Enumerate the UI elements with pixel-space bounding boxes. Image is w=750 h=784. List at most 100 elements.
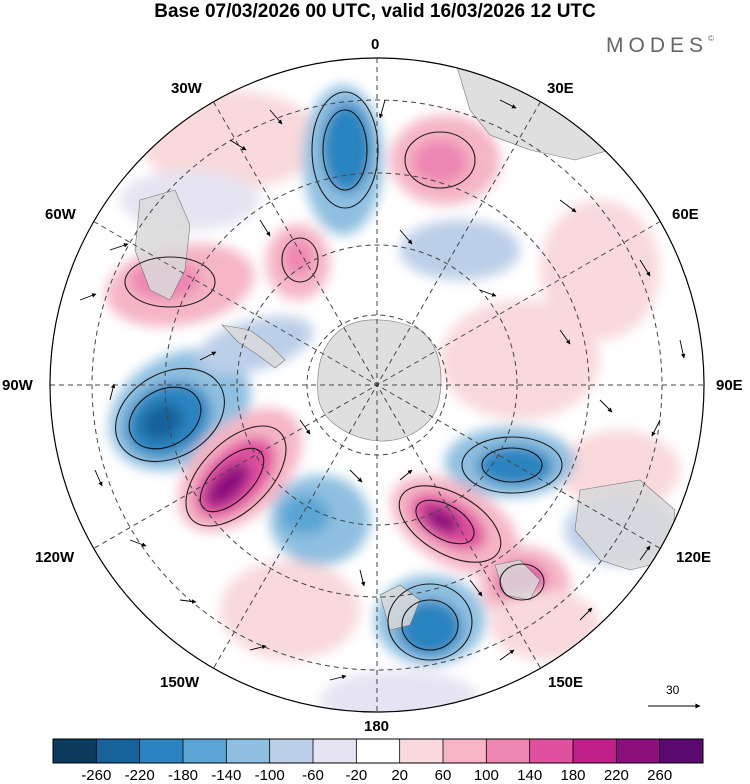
colorbar-tick-label: -100 bbox=[254, 767, 285, 784]
wind-arrow bbox=[679, 339, 686, 359]
brand-name: MODES bbox=[606, 34, 709, 57]
colorbar-swatch bbox=[269, 739, 314, 763]
contour-lines bbox=[115, 91, 563, 661]
colorbar-swatch bbox=[659, 739, 704, 763]
anomaly-patch bbox=[412, 140, 468, 184]
contour bbox=[128, 386, 202, 450]
colorbar-swatch bbox=[573, 739, 617, 763]
anomaly-patch bbox=[490, 590, 600, 660]
anomaly-patch bbox=[400, 220, 520, 280]
colorbar-tick-label: 140 bbox=[517, 767, 543, 784]
contour bbox=[387, 583, 473, 661]
anomaly-patch bbox=[540, 200, 660, 340]
wind-arrow bbox=[499, 99, 517, 109]
reference-vector-label: 30 bbox=[666, 683, 680, 697]
wind-arrow bbox=[651, 419, 661, 437]
colorbar-tick-label: 20 bbox=[391, 767, 408, 784]
wind-arrow bbox=[378, 99, 386, 119]
colorbar-swatch bbox=[183, 739, 227, 763]
lon-label-180: 180 bbox=[364, 718, 390, 735]
graticule bbox=[50, 58, 704, 712]
latitude-circle bbox=[236, 244, 518, 526]
lon-label-90e: 90E bbox=[716, 377, 743, 394]
wind-arrow bbox=[559, 329, 571, 345]
colorbar-swatch bbox=[96, 739, 141, 763]
contour bbox=[199, 447, 265, 513]
wind-arrow bbox=[199, 351, 217, 361]
map-boundary bbox=[49, 57, 705, 713]
contour bbox=[415, 499, 475, 545]
chart-title: Base 07/03/2026 00 UTC, valid 16/03/2026… bbox=[154, 1, 596, 22]
wind-arrow bbox=[469, 579, 483, 597]
contour bbox=[401, 599, 459, 651]
contour bbox=[499, 563, 545, 601]
wind-arrow bbox=[259, 219, 271, 237]
anomaly-patch bbox=[283, 240, 313, 276]
wind-arrow bbox=[329, 674, 347, 681]
wind-arrow bbox=[639, 259, 651, 277]
wind-arrow bbox=[399, 229, 413, 245]
brand-mark: © bbox=[708, 34, 714, 43]
colorbar-swatch bbox=[486, 739, 531, 763]
contour bbox=[398, 485, 502, 563]
colorbar-border bbox=[52, 738, 704, 764]
wind-arrow bbox=[94, 469, 103, 487]
colorbar-tick-label: -60 bbox=[302, 767, 324, 784]
wind-arrow bbox=[79, 293, 97, 301]
colorbar-tick-label: 180 bbox=[560, 767, 586, 784]
colorbar bbox=[52, 738, 704, 764]
lon-label-150w: 150W bbox=[160, 674, 200, 691]
contour bbox=[461, 436, 563, 494]
colorbar-swatch bbox=[313, 739, 357, 763]
contour bbox=[481, 447, 543, 483]
wind-arrow bbox=[399, 469, 413, 481]
wind-arrow bbox=[269, 109, 283, 125]
wind-arrow bbox=[479, 289, 497, 297]
wind-arrow bbox=[499, 649, 515, 661]
lon-label-120e: 120E bbox=[676, 549, 712, 566]
lon-label-60w: 60W bbox=[45, 206, 76, 223]
antarctic-peninsula bbox=[221, 324, 286, 369]
colorbar-tick-label: -260 bbox=[81, 767, 112, 784]
colorbar-swatch bbox=[399, 739, 444, 763]
wind-arrow bbox=[579, 607, 593, 621]
colorbar-tick-label: 100 bbox=[473, 767, 499, 784]
colorbar-swatch bbox=[356, 739, 401, 763]
anomaly-patch bbox=[440, 300, 600, 420]
contour bbox=[311, 91, 379, 209]
brand-logo: MODES© bbox=[606, 34, 714, 58]
contour bbox=[124, 256, 216, 308]
antarctica bbox=[317, 319, 442, 442]
wind-arrow bbox=[249, 644, 267, 651]
contour bbox=[115, 367, 225, 463]
wind-arrow bbox=[109, 243, 129, 251]
wind-arrow bbox=[559, 199, 577, 213]
colorbar-tick-label: 60 bbox=[434, 767, 452, 784]
lon-label-30e: 30E bbox=[547, 80, 574, 97]
wind-arrow bbox=[229, 139, 247, 151]
contour bbox=[185, 425, 287, 527]
colorbar-swatch bbox=[226, 739, 271, 763]
lon-label-0: 0 bbox=[371, 36, 380, 53]
colorbar-tick-label: -20 bbox=[345, 767, 368, 784]
wind-vectors bbox=[79, 99, 686, 681]
colorbar-swatch bbox=[529, 739, 574, 763]
contour bbox=[322, 109, 368, 191]
lon-label-90w: 90W bbox=[2, 377, 33, 394]
map-disc bbox=[50, 58, 704, 712]
wind-arrow bbox=[109, 383, 116, 401]
lon-label-120w: 120W bbox=[35, 549, 75, 566]
wind-arrow bbox=[129, 539, 147, 547]
colorbar-swatch bbox=[616, 739, 661, 763]
anomaly-patch bbox=[322, 103, 372, 193]
wind-arrow bbox=[599, 399, 613, 413]
colorbar-tick-label: -140 bbox=[211, 767, 242, 784]
colorbar-tick-label: 260 bbox=[647, 767, 673, 784]
colorbar-tick-label: -220 bbox=[124, 767, 155, 784]
anomaly-patch bbox=[220, 560, 360, 660]
wind-arrow bbox=[179, 599, 197, 604]
lon-label-150e: 150E bbox=[548, 674, 584, 691]
colorbar-swatch bbox=[443, 739, 487, 763]
lon-label-30w: 30W bbox=[171, 80, 202, 97]
